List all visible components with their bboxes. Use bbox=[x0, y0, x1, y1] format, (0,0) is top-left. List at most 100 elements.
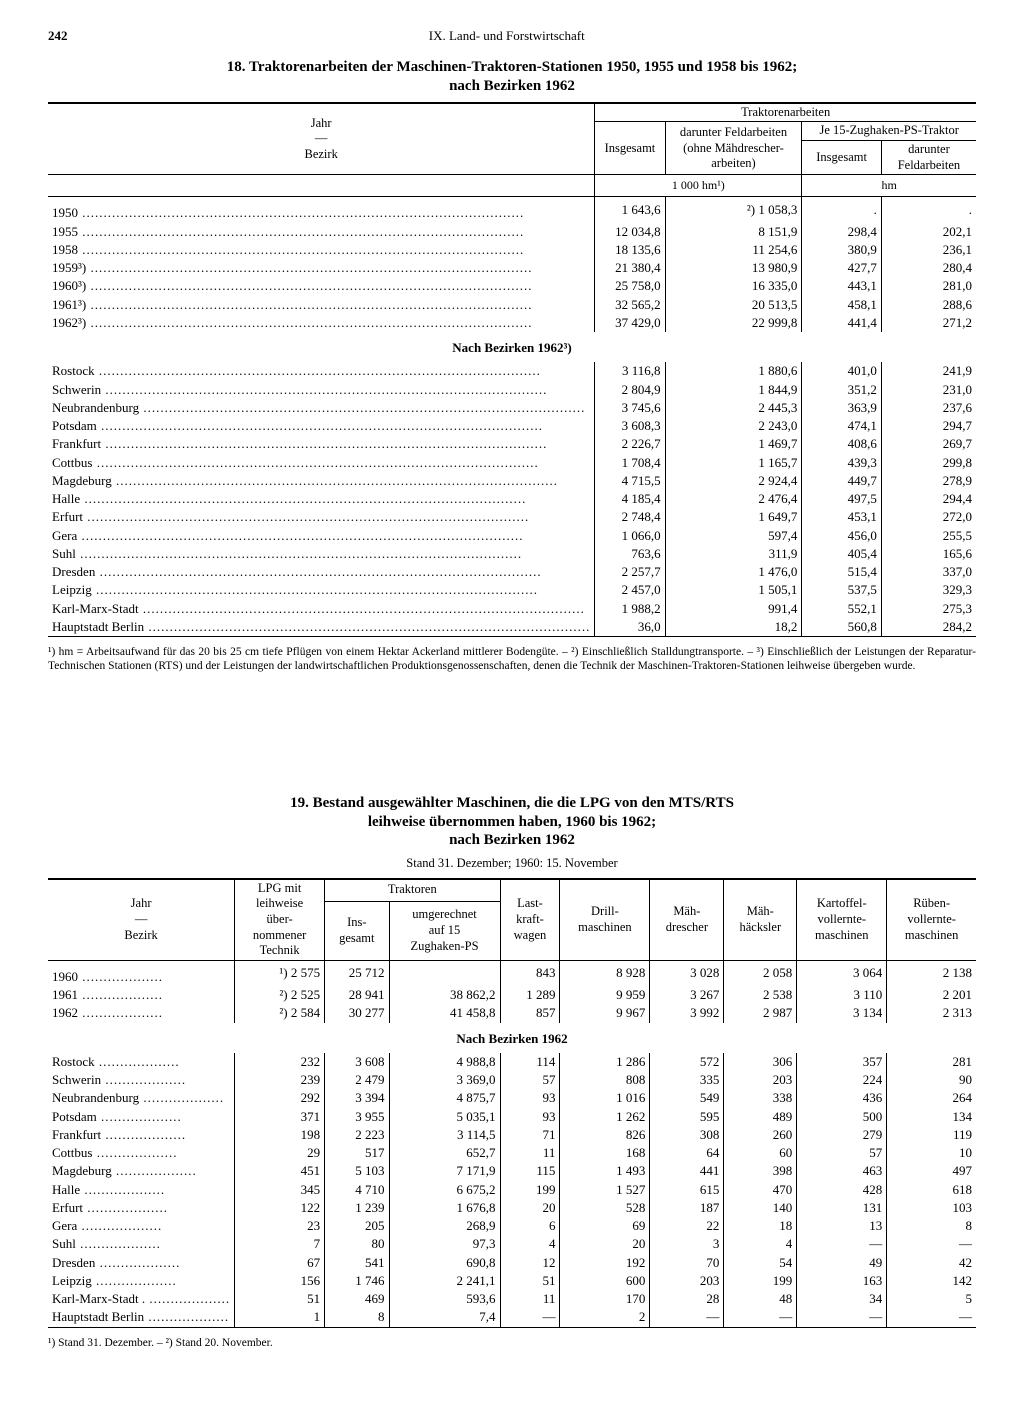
cell: 260 bbox=[724, 1126, 797, 1144]
cell: 843 bbox=[500, 960, 560, 986]
cell: 3 745,6 bbox=[595, 399, 665, 417]
cell: 549 bbox=[650, 1089, 724, 1107]
cell: 652,7 bbox=[389, 1144, 500, 1162]
cell: . bbox=[881, 197, 976, 223]
table18: Jahr — Bezirk Traktorenarbeiten Insgesam… bbox=[48, 102, 976, 639]
cell: ¹) 2 575 bbox=[235, 960, 325, 986]
row-label: Halle bbox=[48, 490, 595, 508]
cell: 405,4 bbox=[802, 545, 882, 563]
cell: 11 bbox=[500, 1144, 560, 1162]
cell: . bbox=[802, 197, 882, 223]
cell: 18,2 bbox=[665, 618, 802, 637]
cell: 593,6 bbox=[389, 1290, 500, 1308]
row-label: Karl-Marx-Stadt bbox=[48, 600, 595, 618]
cell: 239 bbox=[235, 1071, 325, 1089]
row-label: Cottbus bbox=[48, 1144, 235, 1162]
cell: 199 bbox=[724, 1272, 797, 1290]
hdr-je15: Je 15-Zughaken-PS-Traktor bbox=[802, 122, 976, 141]
row-label: 1961 bbox=[48, 986, 235, 1004]
cell: 6 bbox=[500, 1217, 560, 1235]
cell: 156 bbox=[235, 1272, 325, 1290]
t19-hdr-drill: Drill- maschinen bbox=[560, 879, 650, 961]
cell: 25 758,0 bbox=[595, 277, 665, 295]
cell: 298,4 bbox=[802, 223, 882, 241]
cell: 2 226,7 bbox=[595, 435, 665, 453]
cell: 489 bbox=[724, 1108, 797, 1126]
row-label: 1961³) bbox=[48, 296, 595, 314]
cell: 37 429,0 bbox=[595, 314, 665, 332]
cell: 456,0 bbox=[802, 527, 882, 545]
cell: 3 369,0 bbox=[389, 1071, 500, 1089]
cell: 443,1 bbox=[802, 277, 882, 295]
row-label: 1960³) bbox=[48, 277, 595, 295]
cell: 294,4 bbox=[881, 490, 976, 508]
cell: 236,1 bbox=[881, 241, 976, 259]
cell: 2 924,4 bbox=[665, 472, 802, 490]
cell: 3 608,3 bbox=[595, 417, 665, 435]
cell: 140 bbox=[724, 1199, 797, 1217]
table19: Jahr — Bezirk LPG mit leihweise über- no… bbox=[48, 878, 976, 1330]
unit-right: hm bbox=[802, 175, 976, 197]
cell: 600 bbox=[560, 1272, 650, 1290]
cell: 515,4 bbox=[802, 563, 882, 581]
cell: — bbox=[887, 1308, 976, 1327]
cell: 357 bbox=[797, 1053, 887, 1071]
cell: 363,9 bbox=[802, 399, 882, 417]
cell: 299,8 bbox=[881, 454, 976, 472]
cell: 70 bbox=[650, 1254, 724, 1272]
cell: 497 bbox=[887, 1162, 976, 1180]
cell: 203 bbox=[650, 1272, 724, 1290]
cell: 3 110 bbox=[797, 986, 887, 1004]
cell: 345 bbox=[235, 1181, 325, 1199]
cell: 2 257,7 bbox=[595, 563, 665, 581]
cell: 187 bbox=[650, 1199, 724, 1217]
cell: 408,6 bbox=[802, 435, 882, 453]
cell: 337,0 bbox=[881, 563, 976, 581]
cell: 2 804,9 bbox=[595, 381, 665, 399]
cell: 278,9 bbox=[881, 472, 976, 490]
cell: 13 980,9 bbox=[665, 259, 802, 277]
hdr-je15-insg: Insgesamt bbox=[802, 141, 882, 175]
table19-footnote: ¹) Stand 31. Dezember. – ²) Stand 20. No… bbox=[48, 1336, 976, 1350]
cell: 122 bbox=[235, 1199, 325, 1217]
cell: 497,5 bbox=[802, 490, 882, 508]
cell: 991,4 bbox=[665, 600, 802, 618]
cell: 192 bbox=[560, 1254, 650, 1272]
cell: 2 058 bbox=[724, 960, 797, 986]
cell: 3 955 bbox=[325, 1108, 389, 1126]
t19-hdr-trak-insg: Ins- gesamt bbox=[325, 901, 389, 960]
cell: — bbox=[500, 1308, 560, 1327]
cell: 1 476,0 bbox=[665, 563, 802, 581]
cell: 1 527 bbox=[560, 1181, 650, 1199]
cell: 269,7 bbox=[881, 435, 976, 453]
cell: 5 bbox=[887, 1290, 976, 1308]
cell: 451 bbox=[235, 1162, 325, 1180]
row-label: Leipzig bbox=[48, 581, 595, 599]
cell: 20 513,5 bbox=[665, 296, 802, 314]
cell: 170 bbox=[560, 1290, 650, 1308]
cell: 10 bbox=[887, 1144, 976, 1162]
cell: 4 bbox=[500, 1235, 560, 1253]
cell: 80 bbox=[325, 1235, 389, 1253]
hdr-je15-feld: darunter Feldarbeiten bbox=[881, 141, 976, 175]
row-label: Cottbus bbox=[48, 454, 595, 472]
cell: 8 928 bbox=[560, 960, 650, 986]
cell: 11 bbox=[500, 1290, 560, 1308]
t19-line1: 19. Bestand ausgewählter Maschinen, die … bbox=[290, 795, 734, 811]
cell: 1 469,7 bbox=[665, 435, 802, 453]
cell: 335 bbox=[650, 1071, 724, 1089]
cell: 48 bbox=[724, 1290, 797, 1308]
cell: 202,1 bbox=[881, 223, 976, 241]
cell: 97,3 bbox=[389, 1235, 500, 1253]
cell: 1 880,6 bbox=[665, 362, 802, 380]
cell: 22 bbox=[650, 1217, 724, 1235]
row-label: Neubrandenburg bbox=[48, 399, 595, 417]
cell: 1 746 bbox=[325, 1272, 389, 1290]
cell: 541 bbox=[325, 1254, 389, 1272]
row-label: 1955 bbox=[48, 223, 595, 241]
t19-hdr-trak: Traktoren bbox=[325, 879, 500, 902]
cell: 1 bbox=[235, 1308, 325, 1327]
cell: 199 bbox=[500, 1181, 560, 1199]
cell: 49 bbox=[797, 1254, 887, 1272]
cell: 441 bbox=[650, 1162, 724, 1180]
